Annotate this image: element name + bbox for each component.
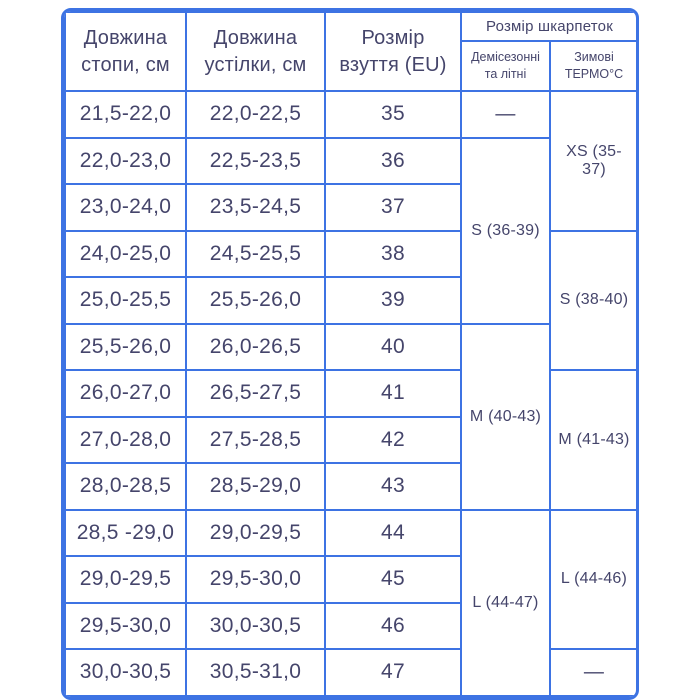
header-eu-size: Розмір взуття (EU) bbox=[324, 11, 462, 92]
eu-size-cell: 42 bbox=[324, 415, 462, 464]
table-row: 28,0-28,5 28,5-29,0 43 bbox=[64, 462, 636, 511]
insole-length-cell: 25,5-26,0 bbox=[185, 276, 326, 325]
insole-length-cell: 28,5-29,0 bbox=[185, 462, 326, 511]
eu-size-cell: 37 bbox=[324, 183, 462, 232]
size-table-header: Довжина стопи, см Довжина устілки, см Ро… bbox=[64, 11, 636, 92]
table-row: 28,5 -29,0 29,0-29,5 44 L (44-47) L (44-46) bbox=[64, 508, 636, 697]
insole-length-cell: 22,0-22,5 bbox=[185, 90, 326, 139]
demi-season-size-cell: L (44-47) bbox=[460, 508, 551, 697]
foot-length-cell: 25,0-25,5 bbox=[64, 276, 187, 325]
header-sub-row: Демісезонні та літні Зимові ТЕРМО°С bbox=[65, 40, 636, 92]
foot-length-cell: 22,0-23,0 bbox=[64, 136, 187, 185]
eu-size-cell: 45 bbox=[324, 555, 462, 604]
table-row: 23,0-24,0 23,5-24,5 37 bbox=[64, 183, 636, 232]
winter-thermo-size-cell: XS (35-37) bbox=[549, 90, 636, 232]
eu-size-cell: 39 bbox=[324, 276, 462, 325]
header-socks-size-group: Розмір шкарпеток bbox=[460, 11, 636, 42]
foot-length-cell: 29,0-29,5 bbox=[64, 555, 187, 604]
table-row: 29,5-30,0 30,0-30,5 46 bbox=[64, 601, 636, 650]
eu-size-cell: 44 bbox=[324, 508, 462, 557]
eu-size-cell: 38 bbox=[324, 229, 462, 278]
header-demi-season: Демісезонні та літні bbox=[460, 40, 551, 92]
table-row: 21,5-22,0 22,0-22,5 35— XS (35-37) bbox=[64, 90, 636, 232]
foot-length-cell: 21,5-22,0 bbox=[64, 90, 187, 139]
size-table: Довжина стопи, см Довжина устілки, см Ро… bbox=[64, 11, 636, 697]
eu-size-cell: 35 bbox=[324, 90, 462, 139]
size-table-body: 21,5-22,0 22,0-22,5 35— XS (35-37) 22,0-23,0… bbox=[64, 90, 636, 697]
eu-size-cell: 36 bbox=[324, 136, 462, 185]
winter-thermo-size-cell: L (44-46) bbox=[549, 508, 636, 650]
header-insole-length: Довжина устілки, см bbox=[185, 11, 326, 92]
foot-length-cell: 30,0-30,5 bbox=[64, 648, 187, 697]
table-row: 26,0-27,0 26,5-27,5 41 M (41-43) bbox=[64, 369, 636, 511]
size-chart-frame: Довжина стопи, см Довжина устілки, см Ро… bbox=[61, 8, 639, 700]
demi-season-size-cell: M (40-43) bbox=[460, 322, 551, 511]
winter-thermo-size-cell: S (38-40) bbox=[549, 229, 636, 371]
foot-length-cell: 28,0-28,5 bbox=[64, 462, 187, 511]
eu-size-cell: 41 bbox=[324, 369, 462, 418]
table-row: 24,0-25,0 24,5-25,5 38 S (38-40) bbox=[64, 229, 636, 371]
foot-length-cell: 26,0-27,0 bbox=[64, 369, 187, 418]
winter-thermo-size-cell: — bbox=[549, 648, 636, 697]
demi-season-size-cell: S (36-39) bbox=[460, 136, 551, 325]
insole-length-cell: 30,5-31,0 bbox=[185, 648, 326, 697]
table-row: 25,5-26,0 26,0-26,5 40 M (40-43) bbox=[64, 322, 636, 511]
table-row: 30,0-30,5 30,5-31,0 47 — bbox=[64, 648, 636, 697]
foot-length-cell: 24,0-25,0 bbox=[64, 229, 187, 278]
header-winter-thermo: Зимові ТЕРМО°С bbox=[549, 40, 636, 92]
demi-season-size-cell: — bbox=[460, 90, 551, 139]
table-row: 25,0-25,5 25,5-26,0 39 bbox=[64, 276, 636, 325]
foot-length-cell: 29,5-30,0 bbox=[64, 601, 187, 650]
insole-length-cell: 26,5-27,5 bbox=[185, 369, 326, 418]
table-row: 27,0-28,0 27,5-28,5 42 bbox=[64, 415, 636, 464]
eu-size-cell: 40 bbox=[324, 322, 462, 371]
insole-length-cell: 29,0-29,5 bbox=[185, 508, 326, 557]
header-foot-length: Довжина стопи, см bbox=[64, 11, 187, 92]
header-group-row: Довжина стопи, см Довжина устілки, см Ро… bbox=[64, 11, 636, 92]
insole-length-cell: 26,0-26,5 bbox=[185, 322, 326, 371]
foot-length-cell: 25,5-26,0 bbox=[64, 322, 187, 371]
eu-size-cell: 43 bbox=[324, 462, 462, 511]
insole-length-cell: 27,5-28,5 bbox=[185, 415, 326, 464]
insole-length-cell: 29,5-30,0 bbox=[185, 555, 326, 604]
insole-length-cell: 24,5-25,5 bbox=[185, 229, 326, 278]
table-row: 22,0-23,0 22,5-23,5 36 S (36-39) bbox=[64, 136, 636, 325]
insole-length-cell: 22,5-23,5 bbox=[185, 136, 326, 185]
eu-size-cell: 47 bbox=[324, 648, 462, 697]
insole-length-cell: 30,0-30,5 bbox=[185, 601, 326, 650]
insole-length-cell: 23,5-24,5 bbox=[185, 183, 326, 232]
foot-length-cell: 27,0-28,0 bbox=[64, 415, 187, 464]
foot-length-cell: 28,5 -29,0 bbox=[64, 508, 187, 557]
eu-size-cell: 46 bbox=[324, 601, 462, 650]
foot-length-cell: 23,0-24,0 bbox=[64, 183, 187, 232]
table-row: 29,0-29,5 29,5-30,0 45 bbox=[64, 555, 636, 604]
winter-thermo-size-cell: M (41-43) bbox=[549, 369, 636, 511]
